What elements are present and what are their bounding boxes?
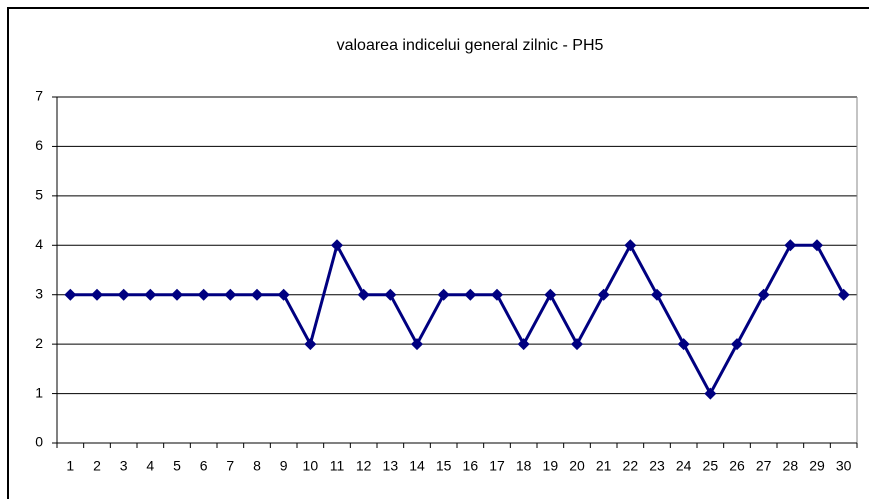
x-tick-label: 23 [649,458,665,474]
marker [224,288,237,301]
x-tick-label: 28 [783,458,799,474]
x-tick-label: 6 [200,458,208,474]
marker [784,239,797,252]
x-tick-label: 8 [253,458,261,474]
marker [331,239,343,252]
x-tick-label: 13 [383,458,399,474]
marker [731,338,743,351]
x-tick-label: 1 [66,458,74,474]
marker [437,288,450,301]
x-tick-label: 3 [120,458,128,474]
x-tick-label: 22 [623,458,639,474]
y-tick-label: 4 [35,236,43,252]
x-tick-label: 7 [226,458,234,474]
x-tick-label: 10 [303,458,319,474]
marker [144,288,157,301]
x-tick-label: 11 [330,458,345,474]
y-tick-label: 5 [35,187,43,203]
marker [171,288,183,301]
marker [411,338,423,351]
marker [91,288,103,301]
x-tick-label: 26 [729,458,745,474]
x-tick-label: 20 [569,458,585,474]
x-tick-label: 16 [463,458,479,474]
y-tick-label: 6 [35,137,43,153]
marker [757,288,770,301]
marker [651,288,663,301]
marker [384,288,397,301]
marker [304,338,317,351]
marker [251,288,263,301]
marker [117,288,130,301]
x-tick-label: 5 [173,458,181,474]
x-tick-label: 17 [489,458,505,474]
marker [677,338,690,351]
chart-title: valoarea indicelui general zilnic - PH5 [337,37,604,54]
marker [544,288,557,301]
marker [571,338,583,351]
y-tick-label: 7 [35,88,43,104]
marker [704,387,717,400]
x-tick-label: 21 [596,458,612,474]
x-tick-label: 24 [676,458,692,474]
y-tick-label: 1 [35,384,43,400]
x-tick-label: 14 [409,458,425,474]
marker [811,239,823,252]
x-tick-label: 25 [703,458,719,474]
x-tick-label: 30 [836,458,852,474]
marker [624,239,637,252]
marker [837,288,850,301]
y-tick-label: 2 [35,335,43,351]
x-tick-label: 15 [436,458,452,474]
marker [277,288,290,301]
y-tick-label: 3 [35,285,43,301]
y-tick-label: 0 [35,434,43,450]
marker [197,288,210,301]
x-tick-label: 12 [356,458,372,474]
x-tick-label: 4 [146,458,154,474]
chart-frame [7,7,869,499]
x-tick-label: 29 [809,458,825,474]
marker [517,338,530,351]
x-tick-label: 9 [280,458,288,474]
x-tick-label: 27 [756,458,772,474]
marker [491,288,503,301]
x-tick-label: 18 [516,458,532,474]
marker [357,288,370,301]
marker [597,288,610,301]
x-tick-label: 19 [543,458,559,474]
x-tick-label: 2 [93,458,101,474]
marker [64,288,77,301]
marker [464,288,477,301]
